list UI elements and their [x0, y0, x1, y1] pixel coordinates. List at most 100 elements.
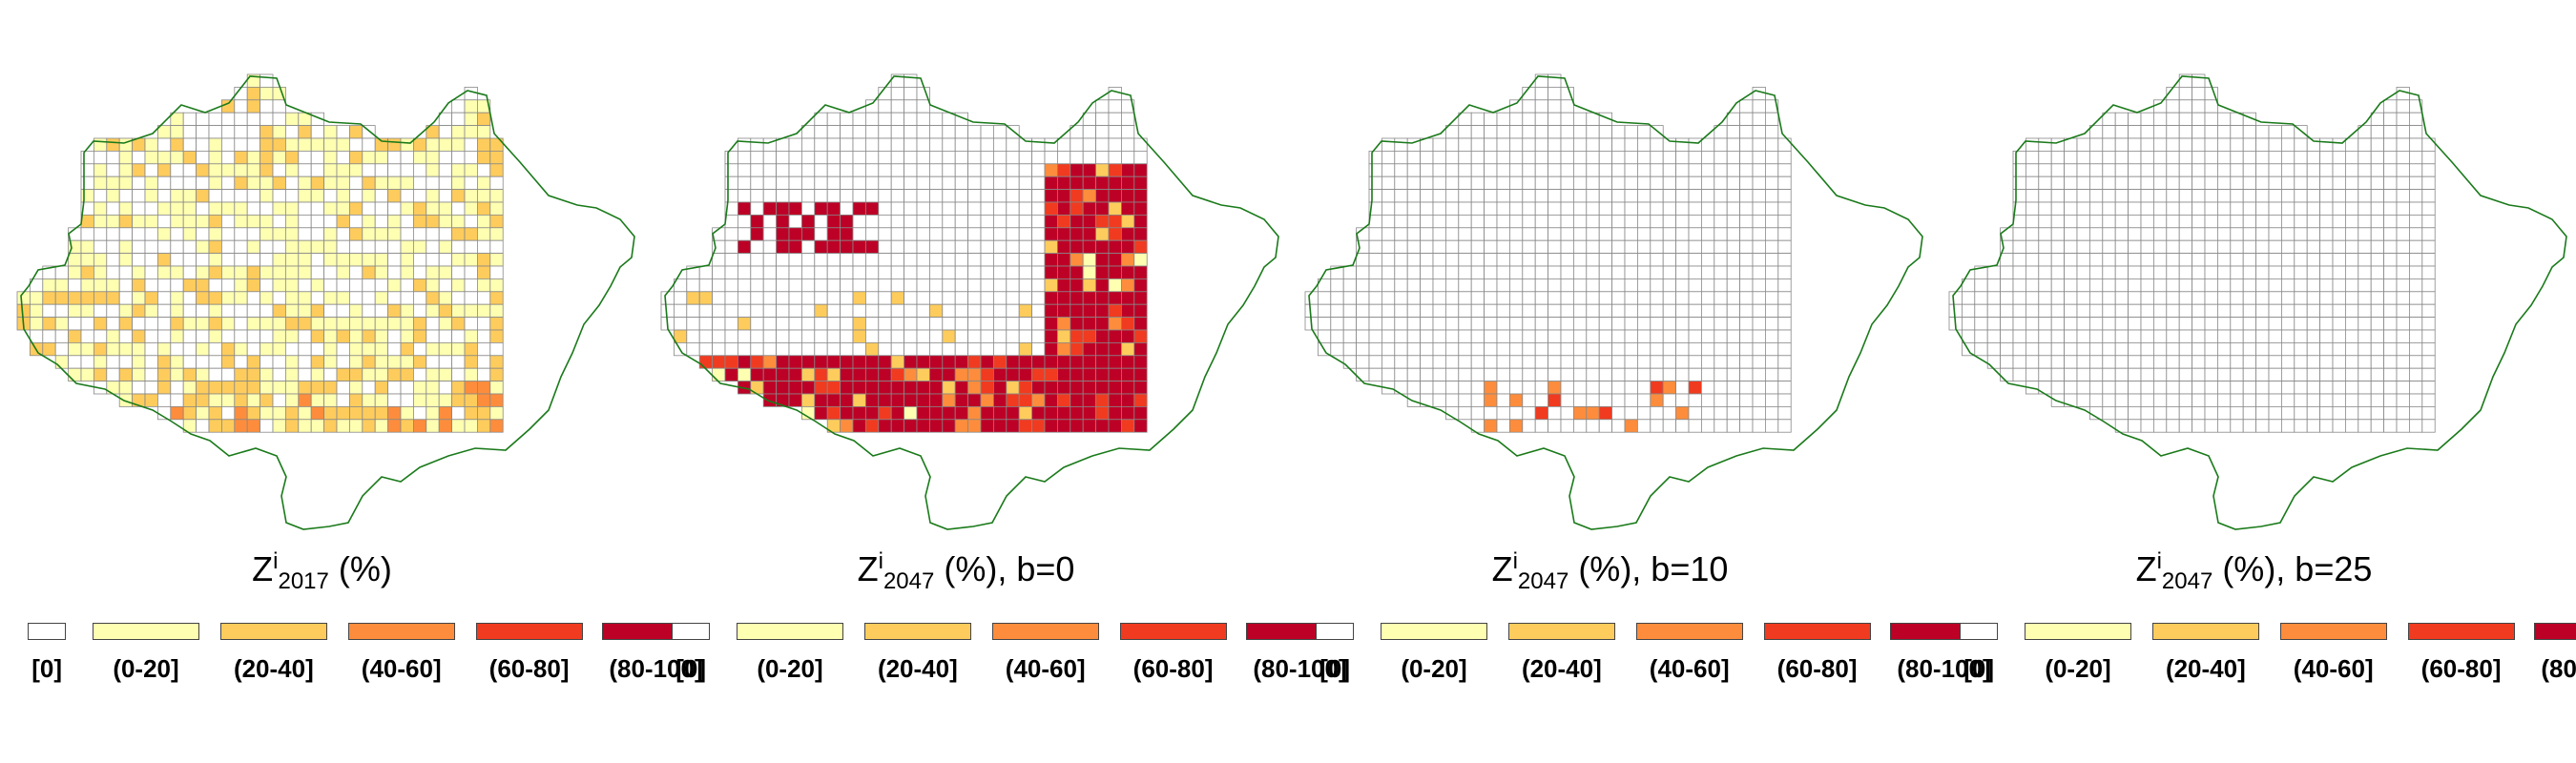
grid-cell: [1381, 163, 1396, 177]
grid-cell: [170, 150, 184, 165]
grid-cell: [2102, 201, 2116, 216]
grid-cell: [118, 381, 133, 395]
grid-cell: [954, 227, 969, 241]
grid-cell: [2102, 163, 2116, 177]
grid-cell: [2408, 214, 2423, 229]
grid-cell: [980, 355, 994, 369]
grid-cell: [2102, 150, 2116, 165]
grid-cell: [426, 163, 440, 177]
grid-cell: [1726, 355, 1741, 369]
grid-cell: [2396, 239, 2410, 254]
grid-cell: [814, 317, 828, 331]
grid-cell: [1752, 137, 1766, 152]
grid-cell: [762, 317, 777, 331]
grid-cell: [2344, 393, 2359, 407]
grid-cell: [426, 201, 440, 216]
grid-cell: [2012, 265, 2026, 279]
grid-cell: [2319, 291, 2334, 305]
grid-cell: [916, 278, 930, 293]
grid-cell: [1560, 405, 1574, 421]
grid-cell: [272, 393, 286, 407]
grid-cell: [132, 163, 146, 177]
grid-cell: [118, 189, 133, 203]
grid-cell: [451, 341, 466, 357]
grid-cell: [2344, 265, 2359, 279]
grid-cell: [1006, 214, 1020, 229]
grid-cell: [298, 227, 312, 241]
grid-cell: [1304, 303, 1319, 319]
grid-cell: [904, 291, 918, 305]
grid-cell: [673, 303, 688, 319]
legend-swatch: [2534, 623, 2576, 640]
grid-cell: [93, 341, 108, 357]
grid-cell: [412, 239, 427, 254]
grid-cell: [1548, 73, 1562, 88]
grid-cell: [400, 265, 414, 279]
grid-cell: [336, 355, 350, 369]
grid-cell: [246, 419, 261, 433]
grid-cell: [967, 381, 982, 395]
grid-cell: [260, 419, 274, 433]
grid-cell: [788, 163, 802, 177]
grid-cell: [2192, 303, 2206, 319]
grid-cell: [1356, 291, 1370, 305]
grid-cell: [1548, 189, 1562, 203]
grid-cell: [2396, 317, 2410, 331]
grid-cell: [387, 355, 402, 369]
grid-cell: [967, 189, 982, 203]
grid-cell: [942, 125, 956, 139]
grid-cell: [1432, 291, 1446, 305]
grid-cell: [904, 393, 918, 407]
grid-cell: [1508, 265, 1524, 279]
grid-cell: [1056, 291, 1071, 305]
grid-cell: [2344, 201, 2359, 216]
grid-cell: [750, 303, 764, 319]
grid-cell: [1522, 175, 1536, 190]
grid-cell: [246, 405, 261, 421]
grid-cell: [1700, 265, 1715, 279]
grid-cell: [864, 393, 880, 407]
grid-cell: [2050, 303, 2065, 319]
grid-cell: [1496, 125, 1510, 139]
grid-cell: [260, 227, 274, 241]
grid-cell: [438, 112, 453, 126]
grid-cell: [464, 87, 478, 101]
legend-swatch: [475, 623, 583, 640]
grid-cell: [2152, 239, 2168, 254]
legend-swatch: [991, 623, 1099, 640]
grid-cell: [2114, 189, 2129, 203]
grid-cell: [2114, 163, 2129, 177]
grid-cell: [890, 253, 905, 267]
grid-cell: [2280, 163, 2296, 177]
grid-cell: [1082, 291, 1097, 305]
grid-cell: [2280, 189, 2296, 203]
grid-cell: [1342, 303, 1358, 319]
grid-cell: [737, 163, 752, 177]
grid-cell: [2192, 329, 2206, 343]
grid-cell: [2396, 227, 2410, 241]
grid-cell: [1650, 405, 1664, 421]
grid-cell: [2178, 189, 2193, 203]
grid-cell: [2280, 405, 2296, 421]
grid-cell: [712, 253, 726, 267]
grid-cell: [2050, 253, 2065, 267]
grid-cell: [2408, 253, 2423, 267]
grid-cell: [890, 87, 905, 101]
grid-cell: [1420, 201, 1434, 216]
grid-cell: [42, 303, 56, 319]
grid-cell: [928, 355, 944, 369]
grid-cell: [182, 393, 197, 407]
grid-cell: [348, 150, 364, 165]
grid-cell: [2230, 367, 2244, 382]
grid-cell: [1726, 112, 1741, 126]
grid-cell: [260, 393, 274, 407]
grid-cell: [1714, 239, 1728, 254]
legend-label: [0]: [31, 654, 62, 683]
grid-cell: [323, 367, 338, 382]
grid-cell: [788, 341, 802, 357]
grid-cell: [1108, 381, 1122, 395]
grid-cell: [864, 367, 880, 382]
grid-cell: [698, 329, 714, 343]
grid-cell: [1496, 175, 1510, 190]
grid-cell: [1006, 201, 1020, 216]
